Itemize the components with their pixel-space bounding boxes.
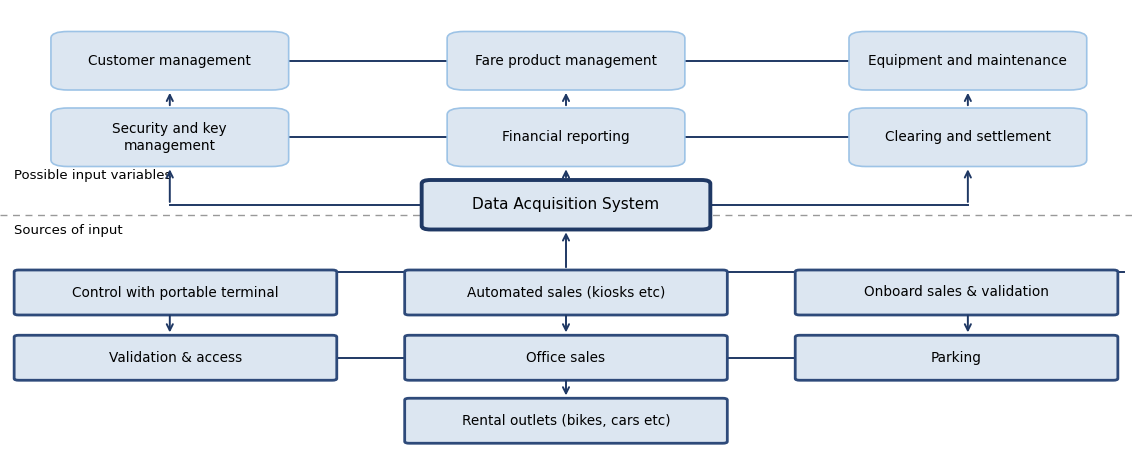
- Text: Validation & access: Validation & access: [109, 351, 242, 365]
- Text: Rental outlets (bikes, cars etc): Rental outlets (bikes, cars etc): [462, 414, 670, 428]
- FancyBboxPatch shape: [849, 108, 1087, 166]
- FancyBboxPatch shape: [795, 270, 1118, 315]
- FancyBboxPatch shape: [849, 32, 1087, 90]
- FancyBboxPatch shape: [447, 108, 685, 166]
- Text: Security and key
management: Security and key management: [112, 122, 228, 153]
- FancyBboxPatch shape: [405, 270, 728, 315]
- Text: Possible input variables: Possible input variables: [14, 169, 171, 182]
- FancyBboxPatch shape: [405, 335, 728, 380]
- FancyBboxPatch shape: [14, 270, 337, 315]
- Text: Clearing and settlement: Clearing and settlement: [885, 130, 1050, 144]
- FancyBboxPatch shape: [51, 108, 289, 166]
- Text: Data Acquisition System: Data Acquisition System: [472, 197, 660, 212]
- FancyBboxPatch shape: [51, 32, 289, 90]
- FancyBboxPatch shape: [447, 32, 685, 90]
- FancyBboxPatch shape: [795, 335, 1118, 380]
- Text: Fare product management: Fare product management: [475, 54, 657, 68]
- Text: Office sales: Office sales: [526, 351, 606, 365]
- Text: Financial reporting: Financial reporting: [503, 130, 629, 144]
- Text: Equipment and maintenance: Equipment and maintenance: [868, 54, 1067, 68]
- FancyBboxPatch shape: [14, 335, 337, 380]
- Text: Automated sales (kiosks etc): Automated sales (kiosks etc): [466, 285, 666, 300]
- FancyBboxPatch shape: [405, 398, 728, 443]
- Text: Parking: Parking: [932, 351, 981, 365]
- Text: Sources of input: Sources of input: [14, 224, 122, 237]
- Text: Customer management: Customer management: [88, 54, 251, 68]
- FancyBboxPatch shape: [421, 180, 711, 230]
- Text: Control with portable terminal: Control with portable terminal: [72, 285, 278, 300]
- Text: Onboard sales & validation: Onboard sales & validation: [864, 285, 1049, 300]
